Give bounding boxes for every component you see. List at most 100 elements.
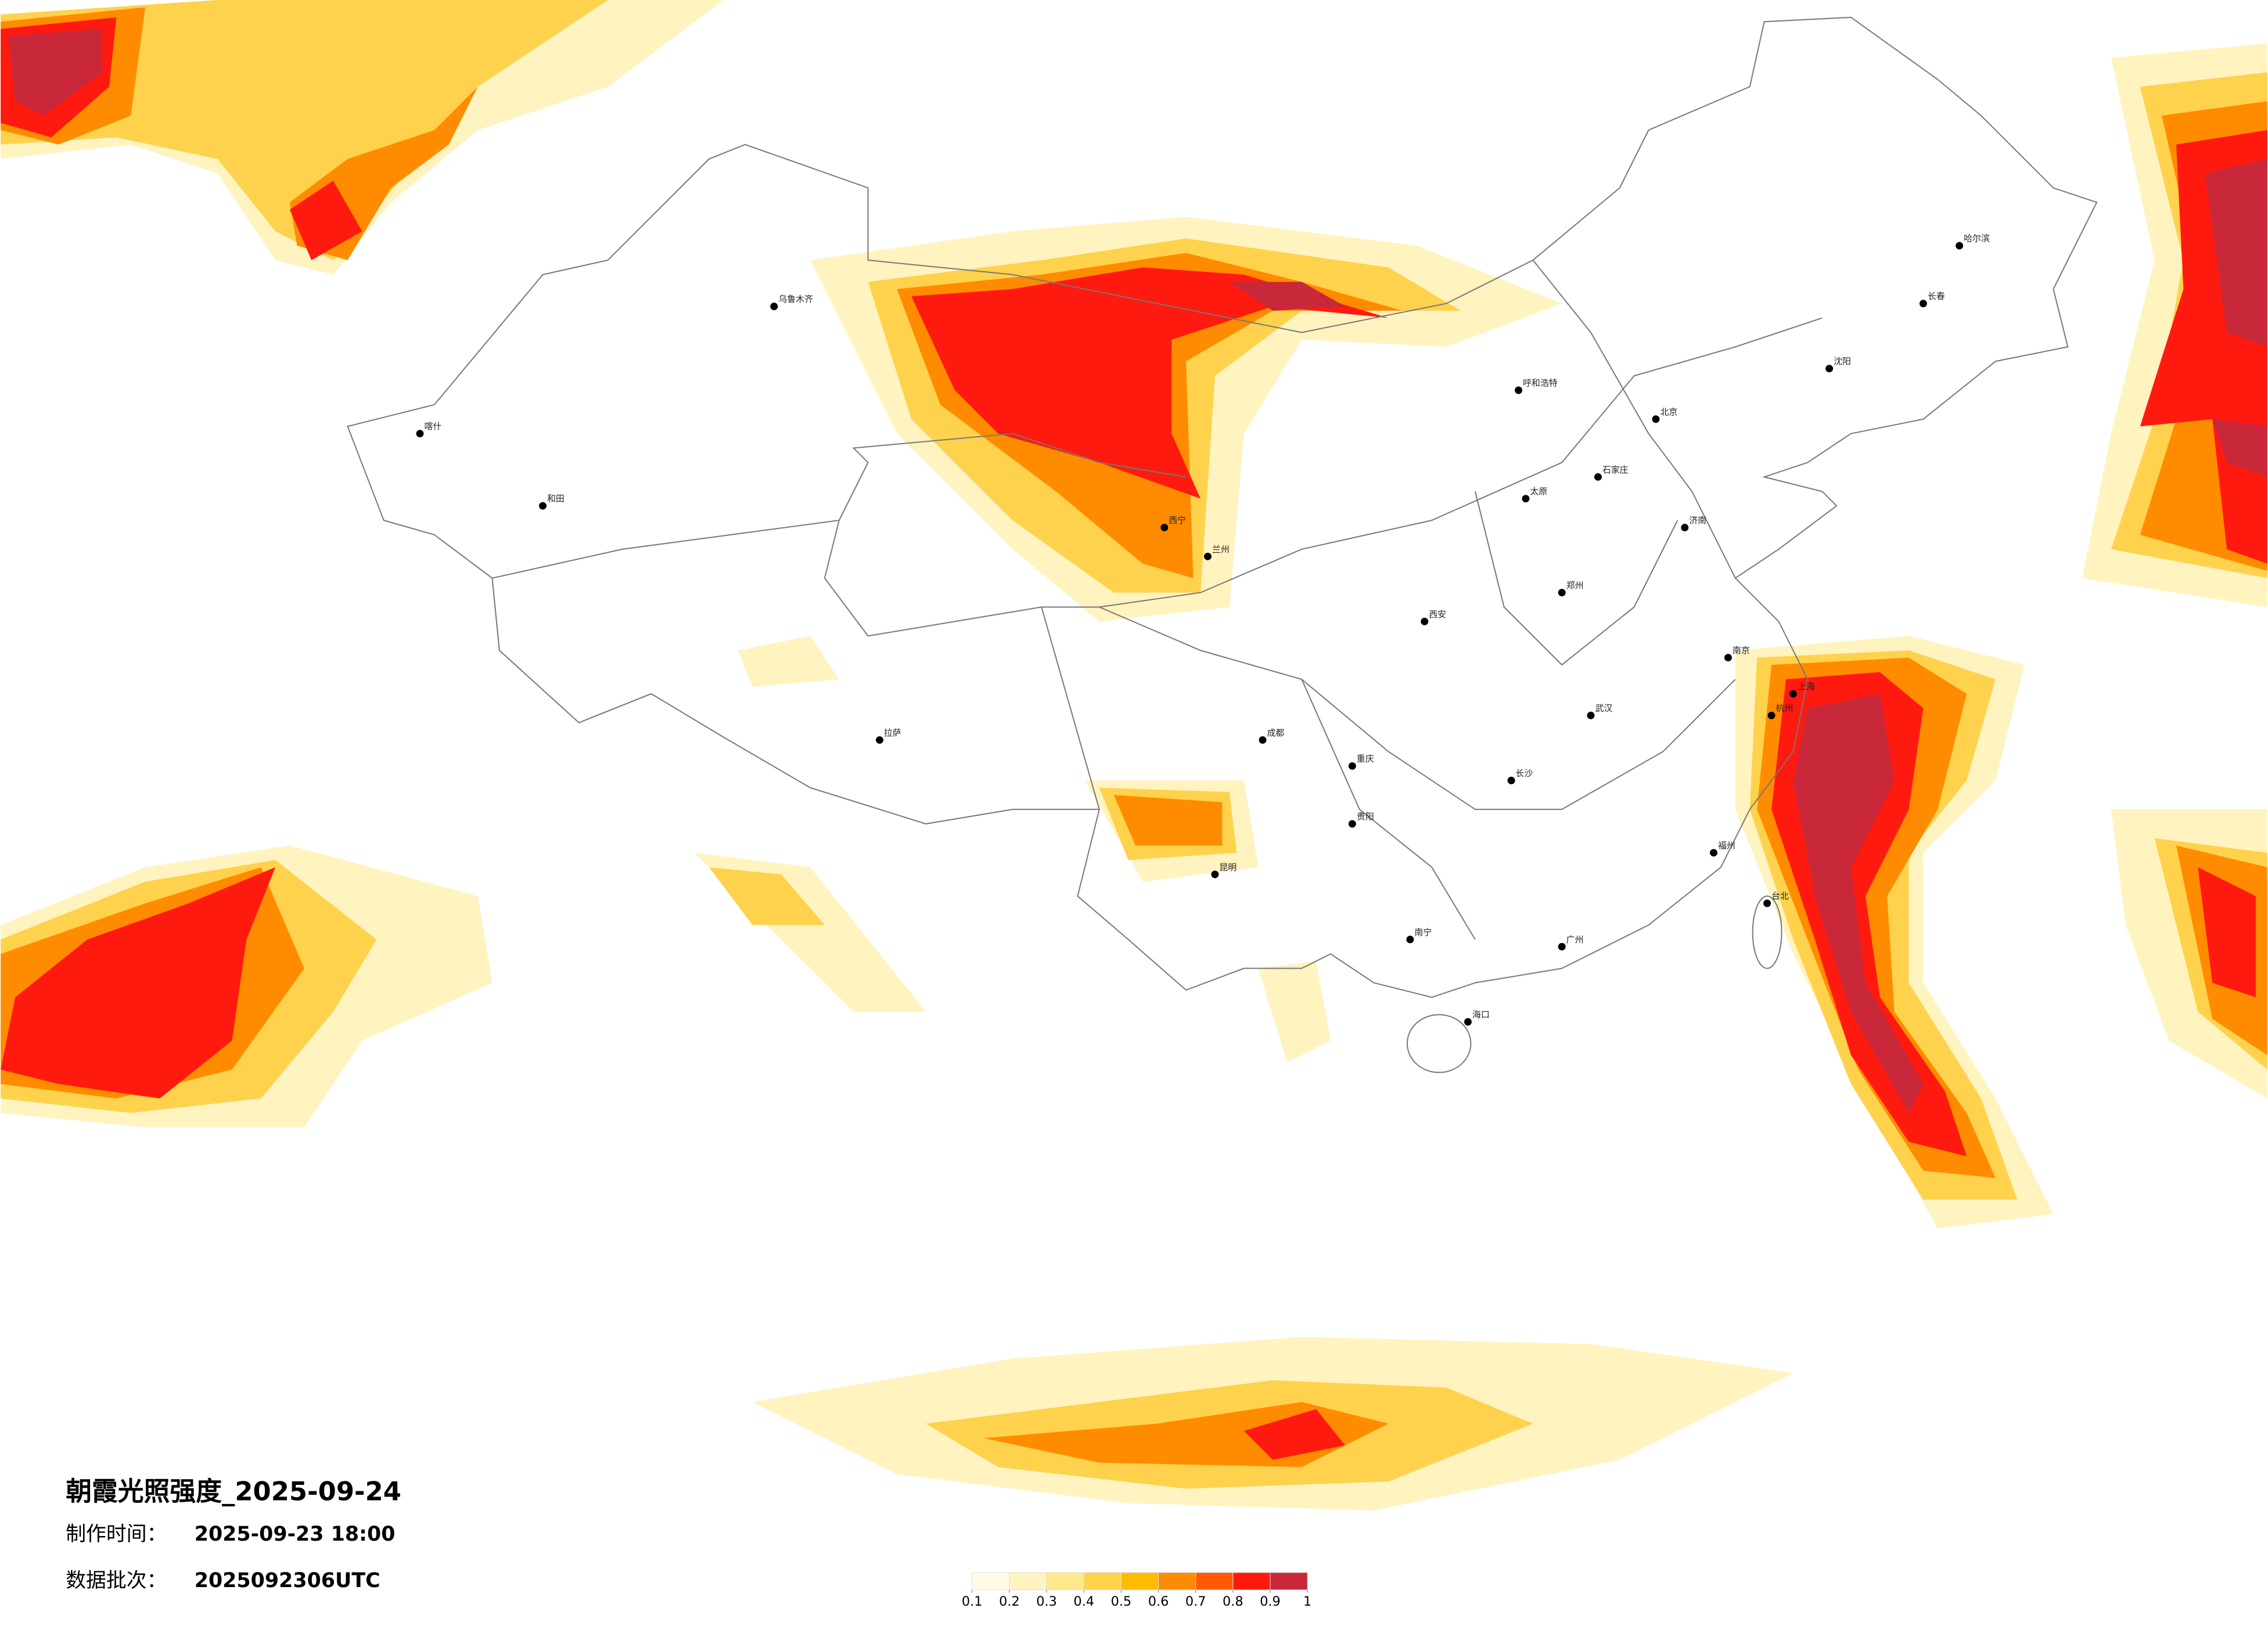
colorbar-cell: [1009, 1572, 1047, 1591]
city-dot: [1789, 690, 1797, 698]
city-dot: [1558, 588, 1566, 596]
city-dot: [1348, 820, 1356, 828]
province-line: [1099, 606, 1736, 810]
city-dot: [1763, 900, 1771, 908]
city-label: 和田: [547, 494, 565, 504]
colorbar-label: 0.3: [1036, 1594, 1057, 1609]
colorbar-cell: [1120, 1572, 1159, 1591]
city-dot: [539, 502, 547, 510]
city-label: 长沙: [1516, 768, 1533, 779]
city-label: 拉萨: [884, 728, 901, 738]
colorbar-label: 0.2: [999, 1594, 1020, 1609]
province-line: [1301, 679, 1476, 940]
city-dot: [1507, 776, 1515, 785]
city-label: 上海: [1798, 681, 1815, 692]
city-dot: [1767, 711, 1775, 720]
colorbar-label: 1: [1303, 1594, 1311, 1609]
city-label: 长春: [1928, 291, 1945, 301]
colorbar-cell: [1083, 1572, 1122, 1591]
city-dot: [1211, 870, 1219, 879]
province-line: [1041, 317, 1823, 608]
country-outline: [347, 16, 2098, 998]
city-label: 广州: [1566, 934, 1584, 945]
city-label: 重庆: [1357, 754, 1374, 764]
city-label: 济南: [1689, 515, 1706, 526]
colorbar-cell: [1158, 1572, 1196, 1591]
colorbar-label: 0.4: [1073, 1594, 1094, 1609]
city-dot: [1587, 711, 1595, 720]
colorbar-cell: [1270, 1572, 1308, 1591]
batch: 2025092306UTC: [195, 1569, 380, 1592]
city-dot: [1558, 942, 1566, 951]
city-dot: [1515, 386, 1523, 394]
city-dot: [1681, 523, 1689, 531]
island-outline: [1752, 895, 1782, 969]
city-label: 南宁: [1414, 927, 1432, 937]
colorbar-cell: [1195, 1572, 1234, 1591]
batch-label: 数据批次：: [66, 1569, 167, 1592]
province-line: [824, 520, 1100, 810]
city-dot: [1259, 736, 1267, 744]
city-dot: [875, 736, 883, 744]
city-dot: [1825, 365, 1834, 373]
colorbar-label: 0.6: [1148, 1594, 1169, 1609]
city-label: 海口: [1472, 1009, 1490, 1020]
city-dot: [1406, 936, 1414, 944]
city-dot: [1956, 242, 1964, 250]
city-label: 成都: [1267, 728, 1284, 738]
city-dot: [1203, 552, 1212, 560]
city-label: 呼和浩特: [1523, 378, 1558, 388]
city-label: 福州: [1718, 840, 1735, 851]
colorbar-label: 0.5: [1111, 1594, 1132, 1609]
city-label: 郑州: [1566, 580, 1584, 591]
colorbar-cell: [1232, 1572, 1271, 1591]
heat-max: [8, 28, 2267, 1113]
city-label: 喀什: [424, 421, 441, 431]
city-label: 昆明: [1219, 862, 1237, 872]
city-label: 杭州: [1776, 703, 1793, 714]
city-label: 兰州: [1212, 544, 1230, 555]
city-dot: [1522, 495, 1530, 503]
boundaries: [347, 16, 2098, 1073]
colorbar-label: 0.7: [1185, 1594, 1206, 1609]
colorbar-cell: [1046, 1572, 1084, 1591]
city-dot: [1160, 523, 1169, 531]
city-label: 南京: [1733, 645, 1750, 656]
city-label: 哈尔滨: [1964, 233, 1990, 244]
production-time: 2025-09-23 18:00: [195, 1523, 396, 1546]
city-label: 沈阳: [1834, 356, 1851, 366]
city-label: 贵阳: [1357, 811, 1374, 822]
colorbar-label: 0.1: [962, 1594, 983, 1609]
city-dot: [1464, 1018, 1472, 1026]
city-label: 太原: [1530, 486, 1547, 497]
map-title: 朝霞光照强度_2025-09-24: [66, 1476, 401, 1506]
colorbar-label: 0.9: [1260, 1594, 1281, 1609]
province-line: [1532, 260, 1736, 579]
city-label: 石家庄: [1602, 465, 1629, 475]
city-label: 北京: [1660, 406, 1677, 417]
city-dot: [1348, 762, 1356, 770]
city-dot: [1919, 300, 1927, 308]
heat-layer: [1, 0, 2267, 1510]
city-label: 台北: [1771, 891, 1789, 901]
city-label: 西宁: [1169, 515, 1186, 526]
province-line: [492, 433, 1187, 579]
city-dot: [416, 430, 424, 438]
island-outline: [1406, 1014, 1472, 1073]
city-dot: [1652, 415, 1660, 423]
city-dot: [1710, 848, 1718, 857]
city-dot: [770, 303, 778, 311]
city-label: 乌鲁木齐: [778, 294, 813, 304]
city-dot: [1724, 653, 1732, 661]
city-label: 武汉: [1595, 703, 1612, 714]
colorbar-label: 0.8: [1223, 1594, 1243, 1609]
production-label: 制作时间：: [66, 1523, 167, 1546]
colorbar: 0.1 0.2 0.3 0.4 0.5 0.6 0.7 0.8 0.9 1: [962, 1572, 1311, 1609]
colorbar-cell: [972, 1572, 1010, 1591]
city-dot: [1421, 617, 1429, 625]
province-line: [1474, 491, 1678, 666]
city-label: 西安: [1429, 609, 1446, 620]
